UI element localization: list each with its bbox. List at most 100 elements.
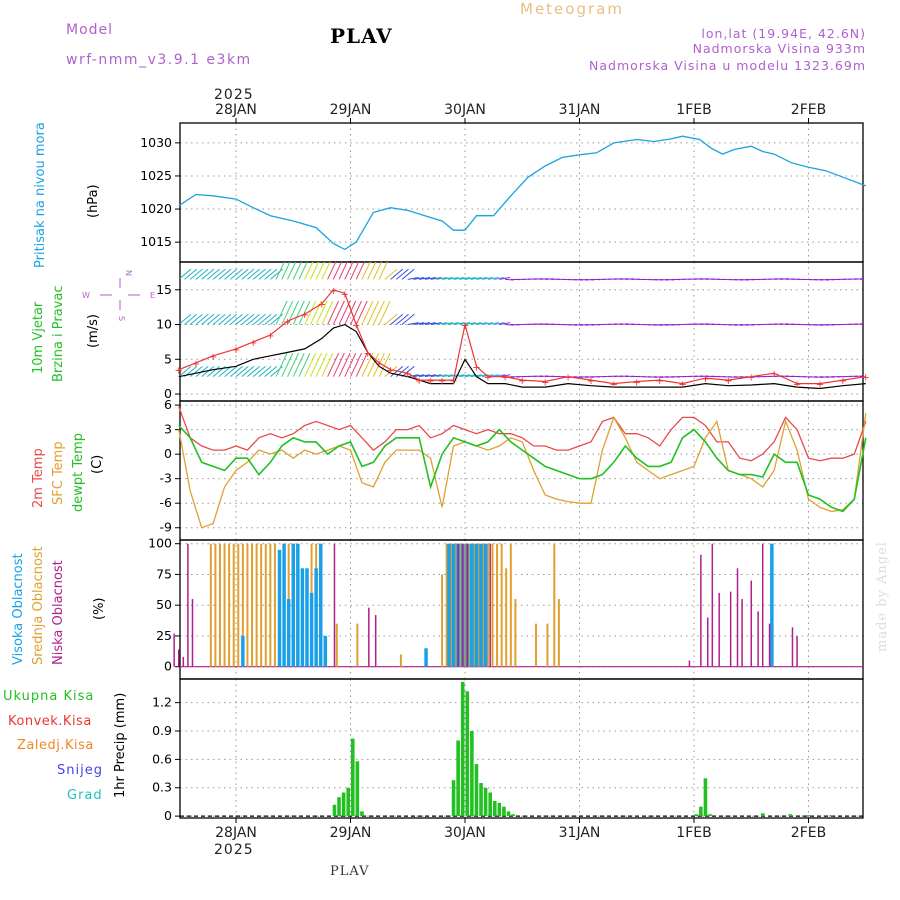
wind-arrow [779,323,789,326]
precip-bar [502,806,506,817]
wind-arrow [774,323,784,326]
wind-arrow [464,322,476,326]
day-label-bottom: 29JAN [330,825,372,841]
wind-arrow [241,313,255,325]
mid-cloud-bar [450,543,453,667]
panel-frame [179,122,864,263]
pressure-series [178,135,867,251]
high-cloud-bar [309,592,314,667]
wind-arrow [264,268,278,280]
wind-arrow [499,322,511,326]
wind-arrow [355,300,368,325]
year-bottom: 2025 [214,842,254,858]
gust-marker: + [793,380,801,391]
wind-arrow [350,352,362,377]
wind-arrow [378,352,391,377]
wind-arrow [321,352,334,377]
wind-arrow [734,376,744,378]
gust-marker: + [283,317,291,328]
low-cloud-bar [711,543,714,667]
legend-snow: Snijeg [57,763,103,778]
gust-marker: + [501,373,509,384]
gust-marker: + [770,369,778,380]
gust-marker: + [341,289,349,300]
wind-arrow [579,278,589,281]
high-cloud-bar [286,599,291,667]
wind-arrow [298,262,308,280]
wind-arrow [201,268,215,280]
wind-arrow [247,313,261,325]
low-cloud-bar [791,627,794,667]
wind-arrow [247,268,261,280]
wind-arrow [338,352,351,377]
gust-marker: + [375,359,383,370]
mid-cloud-bar [491,543,494,667]
precip-bar [708,814,712,817]
precip-bar [497,802,502,817]
wind-arrow [819,376,829,378]
mid-cloud-bar [468,543,471,667]
y-tick-label: 3 [164,422,172,437]
low-cloud-bar [700,554,702,667]
wind-arrow [407,374,419,378]
wind-speed-series [178,323,866,390]
mid-cloud-bar [218,543,221,667]
high-cloud-bar [241,635,245,667]
y-tick-label: 25 [156,628,172,643]
dewpt-label: dewpt Temp [71,433,86,512]
temp-units: (C) [90,455,105,474]
precip-bar [488,792,492,817]
wind-arrow [309,262,320,280]
wind-arrow [252,313,266,325]
gust-marker: + [232,345,240,356]
wind-arrow [734,278,744,281]
wind-arrow [229,366,243,378]
gust-marker: + [386,366,394,377]
wind-arrow [350,262,360,280]
wind-arrow [315,352,328,377]
gust-marker: + [266,331,274,342]
mid-cloud-bar [255,543,258,667]
wind-arrow [275,352,288,377]
wind-arrow [413,322,425,326]
mid-cloud-bar [553,543,556,667]
wind-arrow [447,322,459,326]
gust-marker: + [633,378,641,389]
mid-cloud-bar [399,654,402,667]
wind-arrow [401,366,415,378]
low-cloud-bar [741,599,743,667]
wind-arrow [619,323,629,326]
y-tick-label: 0.6 [152,751,172,766]
wind-arrow [180,366,192,377]
low-cloud-bar [191,599,194,667]
mid-cloud-bar [264,543,267,667]
high-cloud-bar [323,635,328,667]
year-top: 2025 [214,87,254,103]
y-tick-label: 50 [156,597,172,612]
precip-bar [350,738,355,817]
elevation-label: Nadmorska Visina 933m [693,41,866,56]
wind-arrow [315,300,328,325]
precip-bar [355,761,360,817]
mid-cloud-bar [260,543,263,667]
wind-arrow [854,375,863,378]
y-tick-label: 1020 [140,201,172,216]
low-cloud-bar [368,607,370,667]
wind-arrow [579,376,589,378]
mid-cloud-bar [454,543,457,667]
footer-station: PLAV [330,864,370,879]
gust-marker: + [541,378,549,389]
high-cloud-bar [451,543,456,667]
lonlat-label: lon,lat (19.94E, 42.6N) [701,26,866,41]
gust-marker: + [678,380,686,391]
wind-arrow [258,313,272,325]
compass-w: W [82,291,90,300]
wind-arrow [292,352,305,377]
wind-arrow [464,276,476,280]
low-cloud-label: Niska Oblacnost [51,560,66,665]
high-cloud-bar [483,543,488,667]
wind-arrow [338,300,351,325]
wind-arrow [413,374,425,378]
high-cloud-bar [318,543,323,667]
wind-arrow [482,322,494,326]
